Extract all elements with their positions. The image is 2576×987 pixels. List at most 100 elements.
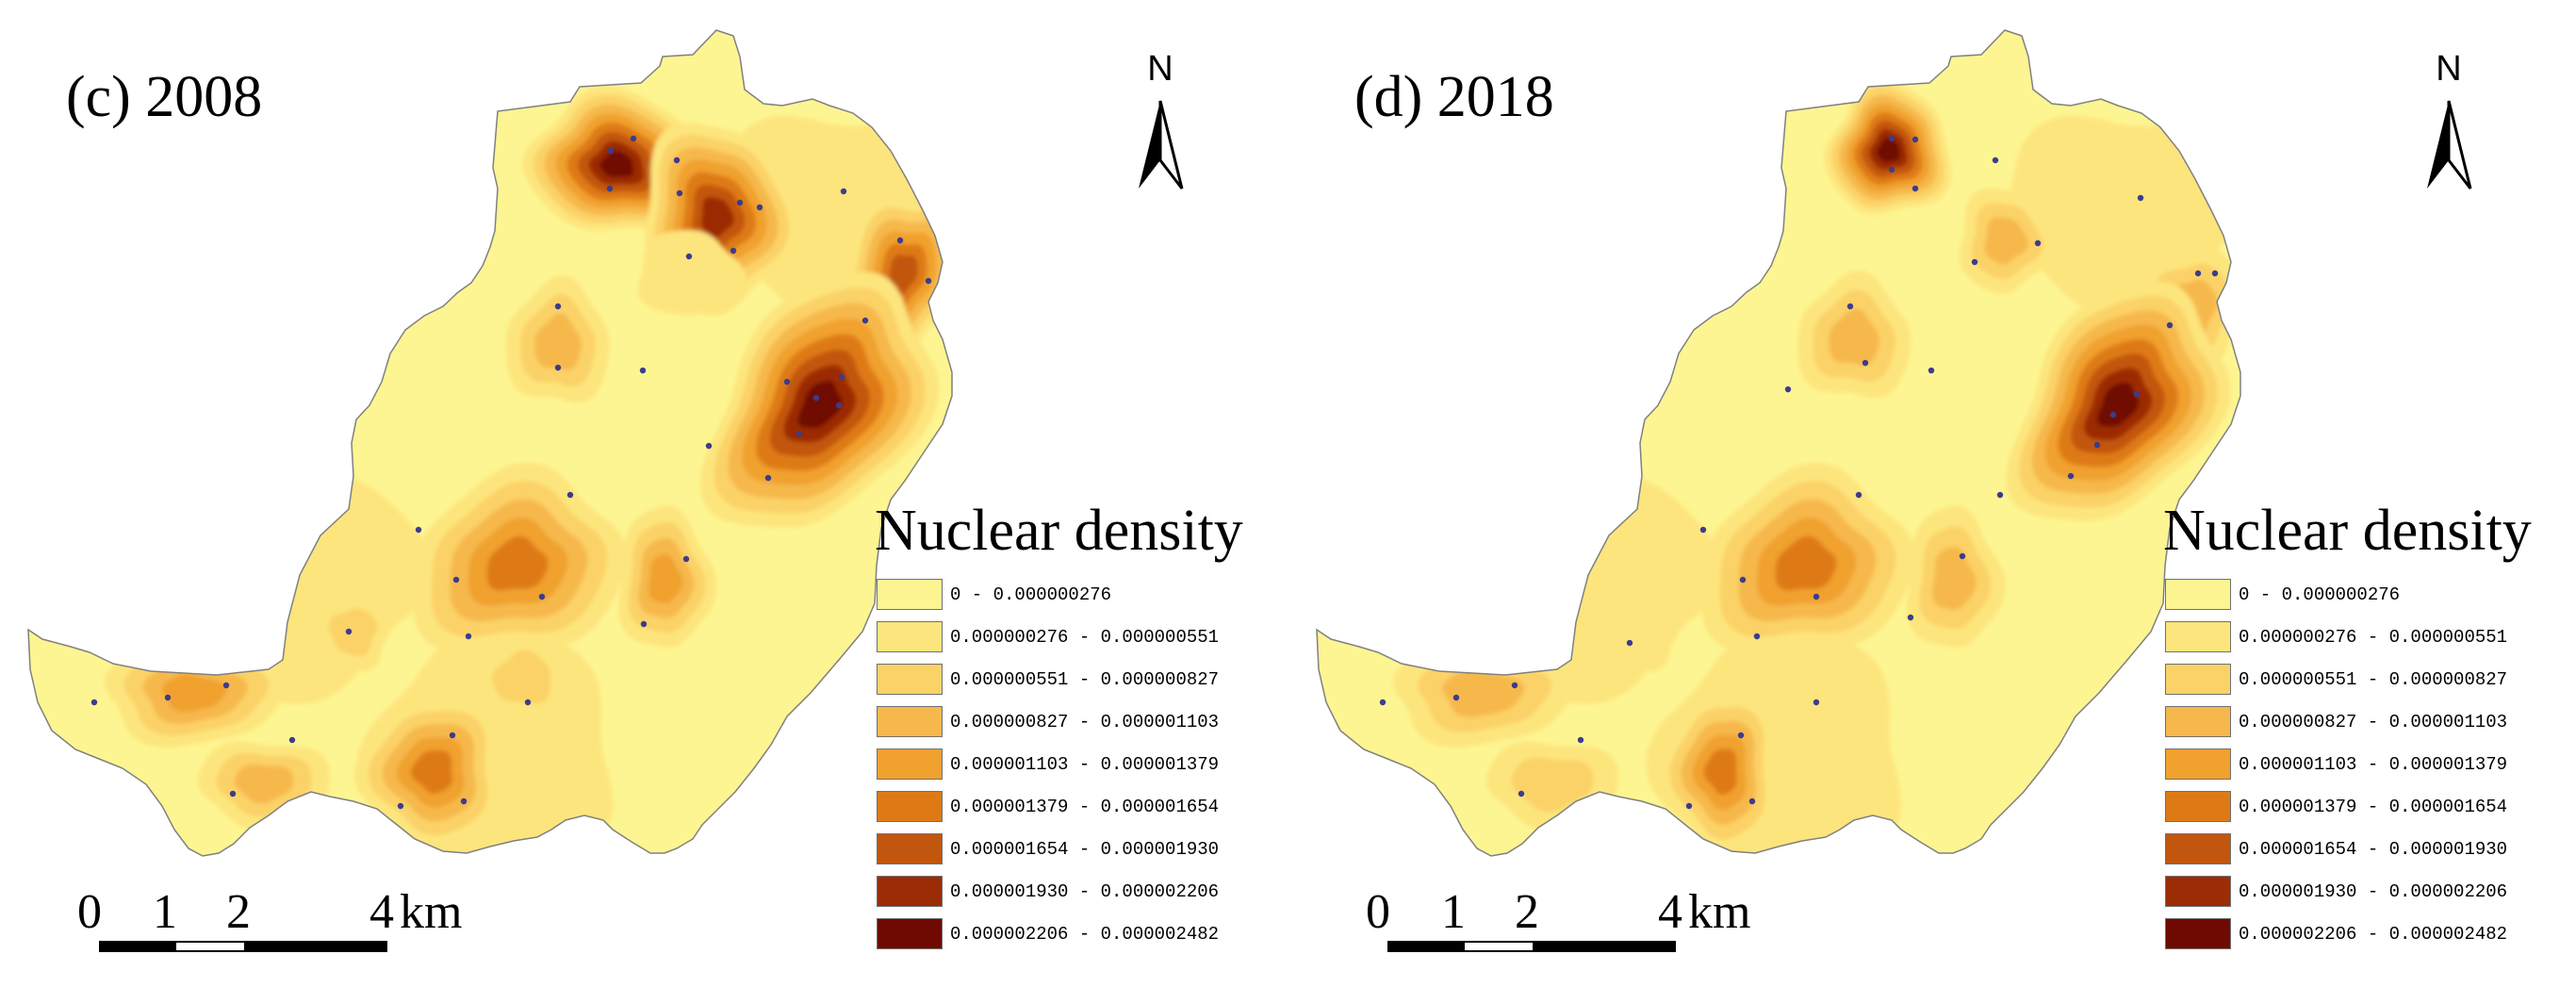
north-label: N: [2436, 49, 2462, 89]
density-contour: [1984, 217, 2028, 265]
boundary-outline: [1316, 29, 2241, 857]
sample-point: [705, 442, 713, 450]
density-contour: [328, 608, 378, 657]
legend-label: 0.000000551 - 0.000000827: [2239, 668, 2508, 690]
sample-point: [925, 277, 932, 285]
legend-row: 0 - 0.000000276: [877, 578, 1282, 611]
legend-row: 0.000001379 - 0.000001654: [2165, 790, 2570, 823]
density-contour: [701, 196, 734, 239]
legend-swatch: [877, 621, 943, 652]
legend-label: 0.000000551 - 0.000000827: [950, 668, 1220, 690]
sample-point: [415, 526, 422, 534]
sample-point: [1888, 166, 1895, 173]
legend-swatch: [2165, 748, 2231, 780]
sample-point: [1737, 732, 1745, 739]
sample-point: [2109, 411, 2117, 419]
sample-point: [222, 682, 230, 689]
legend-swatch: [877, 706, 943, 737]
sample-point: [1888, 135, 1895, 142]
density-contour: [599, 150, 634, 177]
density-contour: [1877, 137, 1901, 163]
legend-row: 0.000002206 - 0.000002482: [877, 917, 1282, 950]
sample-point: [1685, 802, 1693, 810]
legend-label: 0.000001103 - 0.000001379: [2239, 753, 2508, 775]
density-contour: [648, 553, 683, 603]
legend-row: 0.000001654 - 0.000001930: [877, 832, 1282, 865]
legend: Nuclear density 0 - 0.000000276 0.0000002…: [875, 498, 1282, 960]
sample-point: [1626, 639, 1633, 647]
legend-swatch: [877, 664, 943, 695]
map-panel-2018: (d) 2018 N Nuclear density 0 - 0.0000002…: [1288, 0, 2576, 987]
sample-point: [2194, 270, 2202, 277]
map-panel-2008: (c) 2008 N Nuclear density 0 - 0.0000002…: [27, 29, 1282, 960]
north-arrow-icon: [2427, 100, 2472, 189]
sample-point: [1753, 633, 1761, 640]
sample-point: [639, 367, 647, 374]
legend-swatch: [877, 918, 943, 949]
north-label: N: [1147, 49, 1173, 89]
sample-point: [812, 394, 820, 402]
legend-row: 0.000001930 - 0.000002206: [877, 875, 1282, 908]
legend-swatch: [2165, 621, 2231, 652]
density-surface: [104, 86, 952, 856]
legend-title: Nuclear density: [2163, 499, 2532, 563]
sample-point: [1813, 699, 1820, 706]
scale-bar: 0 1 2 4 km: [77, 884, 462, 960]
sample-point: [397, 802, 404, 810]
sample-point: [1907, 614, 1914, 621]
legend-label: 0 - 0.000000276: [2239, 584, 2401, 605]
density-contour: [889, 254, 918, 297]
scale-tick-4: 4: [369, 885, 394, 939]
sample-point: [1971, 258, 1978, 266]
legend-label: 0.000000827 - 0.000001103: [950, 711, 1220, 732]
legend-row: 0.000002206 - 0.000002482: [2165, 917, 2570, 950]
legend-swatch: [2165, 664, 2231, 695]
sample-point: [460, 798, 468, 805]
sample-point: [524, 699, 532, 706]
sample-point: [2166, 321, 2174, 329]
sample-point: [682, 555, 690, 563]
density-contour: [534, 313, 582, 370]
sample-point: [1577, 736, 1584, 744]
density-contour: [1442, 668, 1525, 717]
legend-swatch: [877, 833, 943, 864]
sample-point: [1911, 136, 1919, 143]
scale-unit: km: [400, 885, 463, 939]
panel-title: (c) 2008: [66, 65, 263, 129]
sample-point: [538, 593, 546, 600]
sample-point: [640, 620, 648, 628]
density-contour: [410, 749, 452, 794]
legend-label: 0.000001930 - 0.000002206: [2239, 880, 2508, 902]
sample-point: [1379, 699, 1386, 706]
sample-point: [1739, 576, 1747, 584]
sample-point: [1518, 790, 1525, 798]
scale-segment: [174, 941, 246, 952]
sample-point: [90, 699, 98, 706]
north-arrow: N: [1127, 49, 1193, 200]
legend: Nuclear density 0 - 0.000000276 0.0000002…: [2163, 498, 2570, 960]
scale-tick-1: 1: [1441, 885, 1466, 939]
sample-point: [2034, 239, 2042, 247]
legend-swatch: [877, 876, 943, 907]
sample-point: [1992, 156, 1999, 164]
density-contour: [1829, 308, 1879, 366]
density-contour: [1932, 547, 1977, 610]
sample-point: [449, 732, 456, 739]
legend-label: 0.000001654 - 0.000001930: [950, 838, 1220, 860]
sample-point: [1928, 367, 1935, 374]
density-contour: [1703, 748, 1737, 796]
sample-point: [2093, 441, 2101, 449]
legend-label: 0.000001379 - 0.000001654: [950, 796, 1220, 817]
sample-point: [783, 378, 791, 386]
legend-label: 0.000000276 - 0.000000551: [2239, 626, 2508, 648]
legend-row: 0.000001930 - 0.000002206: [2165, 875, 2570, 908]
scale-unit: km: [1688, 885, 1751, 939]
sample-point: [1511, 682, 1518, 689]
legend-row: 0.000000827 - 0.000001103: [2165, 705, 2570, 738]
legend-label: 0 - 0.000000276: [950, 584, 1112, 605]
legend-label: 0.000001379 - 0.000001654: [2239, 796, 2508, 817]
boundary-outline: [27, 29, 953, 857]
sample-point: [835, 402, 843, 409]
sample-point: [164, 694, 172, 701]
sample-point: [229, 790, 237, 798]
